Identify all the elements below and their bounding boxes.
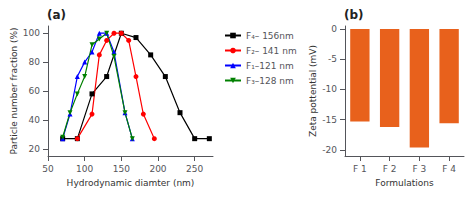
svg-text:100: 100	[76, 164, 93, 174]
svg-text:0: 0	[331, 24, 337, 34]
svg-text:-15: -15	[322, 115, 337, 125]
svg-text:F₃–128 nm: F₃–128 nm	[246, 76, 294, 86]
svg-text:Hydrodynamic diamter (nm): Hydrodynamic diamter (nm)	[67, 178, 195, 188]
svg-text:F 3: F 3	[412, 164, 426, 174]
svg-text:F 2: F 2	[383, 164, 397, 174]
svg-text:-10: -10	[322, 84, 337, 94]
svg-text:F₂– 141 nm: F₂– 141 nm	[246, 46, 297, 56]
svg-text:250: 250	[186, 164, 203, 174]
svg-text:Zeta pottential (mV): Zeta pottential (mV)	[308, 45, 318, 137]
svg-text:F 4: F 4	[442, 164, 456, 174]
svg-text:200: 200	[149, 164, 166, 174]
svg-text:Formulations: Formulations	[375, 178, 434, 188]
svg-text:80: 80	[29, 57, 41, 67]
svg-text:F 1: F 1	[353, 164, 367, 174]
svg-text:(b): (b)	[344, 8, 364, 22]
svg-text:F₄– 156nm: F₄– 156nm	[246, 31, 294, 41]
svg-text:150: 150	[113, 164, 130, 174]
svg-text:60: 60	[29, 86, 41, 96]
svg-text:F₁–121 nm: F₁–121 nm	[246, 61, 294, 71]
svg-text:100: 100	[23, 28, 40, 38]
svg-text:Particle number fraction (%): Particle number fraction (%)	[9, 27, 19, 154]
svg-text:-5: -5	[328, 54, 337, 64]
svg-text:50: 50	[42, 164, 54, 174]
svg-text:20: 20	[29, 144, 41, 154]
svg-text:-20: -20	[322, 145, 337, 155]
svg-text:40: 40	[29, 115, 41, 125]
svg-text:(a): (a)	[47, 8, 66, 22]
